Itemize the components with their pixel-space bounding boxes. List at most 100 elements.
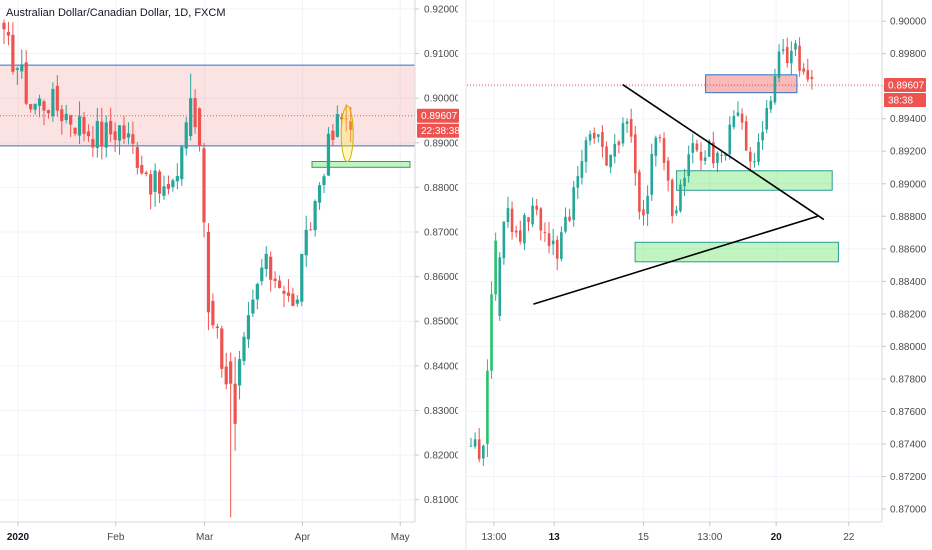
left-price-tick-label: 0.82000 — [424, 451, 461, 462]
right-candle — [732, 115, 736, 128]
right-price-axis[interactable]: 0.900000.898000.896000.894000.892000.890… — [882, 17, 927, 516]
left-candle — [153, 170, 157, 192]
right-candle — [666, 160, 670, 181]
right-candle — [609, 154, 612, 168]
left-candle — [313, 201, 317, 231]
right-candle — [707, 140, 711, 157]
left-candle — [149, 174, 153, 195]
right-price-tick-label: 0.88400 — [890, 277, 927, 288]
right-candles — [469, 37, 814, 466]
right-price-tick-label: 0.87800 — [890, 374, 927, 385]
right-resistance-zone — [705, 74, 798, 94]
right-time-axis[interactable]: 13:00 13 15 13:00 20 22 — [481, 522, 855, 543]
left-candle — [95, 121, 99, 148]
right-price-tick-label: 0.89800 — [890, 49, 927, 60]
right-price-tick-label: 0.87600 — [890, 407, 927, 418]
left-candle — [344, 118, 348, 120]
right-candle — [613, 143, 617, 157]
left-overlay — [0, 105, 415, 163]
left-candle — [162, 186, 166, 196]
left-candle — [211, 300, 215, 326]
right-candle — [794, 43, 797, 50]
right-candle — [518, 230, 522, 242]
right-candle — [629, 119, 633, 137]
left-candle — [46, 110, 51, 114]
right-candle — [572, 187, 575, 220]
left-candle — [295, 299, 299, 304]
right-price-tick-label: 0.87000 — [890, 504, 927, 515]
left-candle — [202, 148, 206, 223]
right-candle — [740, 113, 744, 123]
left-candle — [206, 232, 211, 313]
left-candle — [286, 292, 291, 296]
left-candle — [104, 122, 108, 148]
left-price-axis[interactable]: 0.92000 0.91000 0.90000 0.89000 0.88000 0.870… — [415, 4, 461, 506]
right-candle — [473, 439, 477, 447]
right-candle — [769, 100, 773, 110]
left-candle — [157, 171, 162, 194]
left-candle — [37, 98, 42, 106]
left-time-tick-label: Mar — [196, 532, 214, 543]
left-candle — [175, 176, 179, 182]
left-candle — [309, 229, 313, 231]
right-candle — [477, 439, 481, 460]
right-candle — [601, 132, 604, 147]
left-price-tick-label: 0.87000 — [424, 228, 461, 239]
left-candle — [6, 31, 11, 36]
left-candle — [29, 104, 33, 110]
right-candle — [683, 177, 686, 187]
right-candle — [675, 210, 678, 214]
right-candle — [691, 143, 695, 153]
right-candle — [580, 161, 584, 178]
right-candle — [687, 154, 690, 177]
right-candle — [744, 121, 748, 151]
right-candle — [790, 50, 793, 64]
left-candle — [184, 122, 188, 149]
left-candle — [77, 116, 82, 136]
left-price-tick-label: 0.86000 — [424, 272, 461, 283]
right-time-tick-label: 13:00 — [481, 532, 506, 543]
left-highlight-ellipse — [340, 105, 354, 163]
right-candle — [568, 216, 571, 221]
left-candle — [322, 176, 326, 185]
right-candle — [712, 142, 715, 164]
left-price-tick-label: 0.84000 — [424, 361, 461, 372]
right-candle — [798, 45, 801, 71]
right-candle — [490, 294, 493, 371]
right-candle — [494, 240, 497, 295]
left-candle — [42, 101, 46, 111]
right-candle — [506, 208, 510, 223]
right-candle — [498, 257, 502, 316]
right-candle — [625, 121, 629, 124]
left-candle — [15, 68, 19, 70]
right-candle — [773, 76, 777, 103]
right-grid — [467, 0, 882, 522]
right-candle — [699, 152, 703, 161]
right-candle — [781, 49, 785, 51]
right-support-zone — [634, 241, 839, 263]
right-candle — [757, 141, 760, 162]
left-candle — [273, 278, 277, 281]
right-candle — [654, 137, 658, 156]
right-candle — [777, 51, 781, 78]
right-price-tick-label: 0.88000 — [890, 342, 927, 353]
left-candle — [109, 120, 113, 135]
left-candle — [246, 315, 251, 340]
left-grid — [0, 0, 415, 522]
left-price-tick-label: 0.81000 — [424, 495, 461, 506]
ascending-trendline — [533, 215, 818, 305]
left-support-zone — [311, 161, 411, 168]
chart-title: Australian Dollar/Canadian Dollar, 1D, F… — [6, 7, 225, 19]
left-candle — [55, 85, 59, 111]
right-support-zone — [676, 170, 833, 191]
right-candle — [564, 216, 567, 232]
left-candle — [166, 183, 171, 190]
left-time-axis[interactable]: 2020 Feb Mar Apr May — [7, 522, 410, 543]
right-candle — [703, 157, 707, 161]
left-last-price-badge: 0.89607 — [421, 111, 458, 122]
left-price-tick-label: 0.83000 — [424, 406, 461, 417]
left-candle — [331, 130, 335, 140]
right-overlay — [467, 83, 882, 305]
right-candle — [728, 124, 732, 155]
